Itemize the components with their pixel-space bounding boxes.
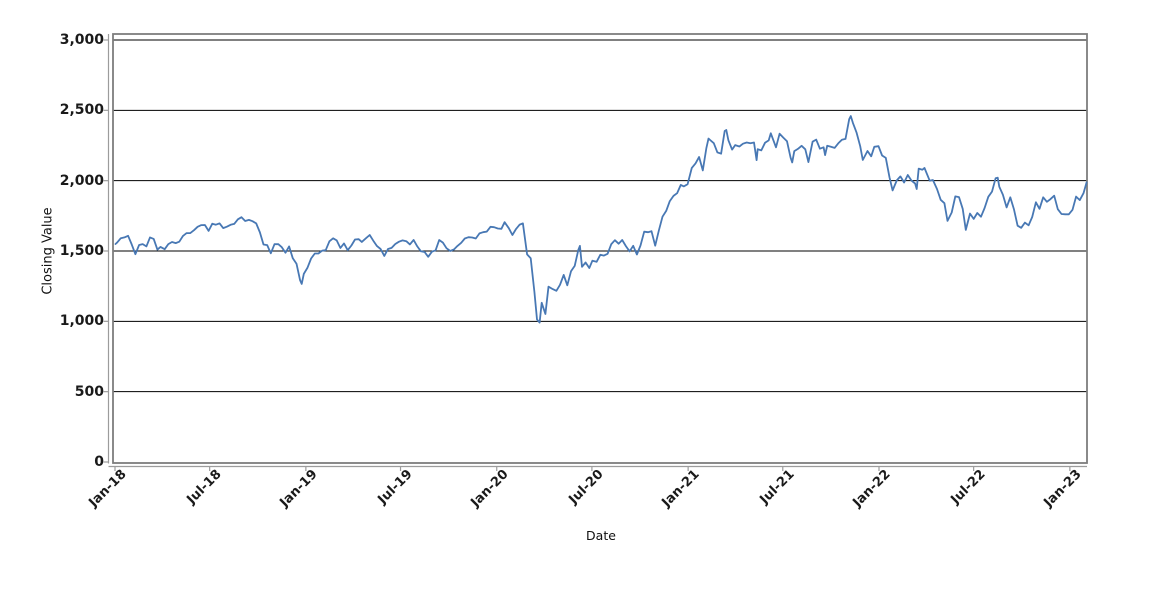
y-tick-label: 500 xyxy=(74,383,104,400)
y-tick-label: 1,000 xyxy=(59,313,104,330)
plot-border xyxy=(112,33,1088,464)
y-tick-label: 2,500 xyxy=(59,102,104,119)
y-axis-title: Closing Value xyxy=(40,207,56,295)
y-tick-label: 2,000 xyxy=(59,172,104,189)
y-tick-label: 0 xyxy=(94,454,104,470)
y-tick-label: 1,500 xyxy=(59,243,104,259)
y-tick-label: 3,000 xyxy=(59,32,104,48)
series-line xyxy=(114,115,1088,324)
x-axis-title: Date xyxy=(586,528,616,543)
